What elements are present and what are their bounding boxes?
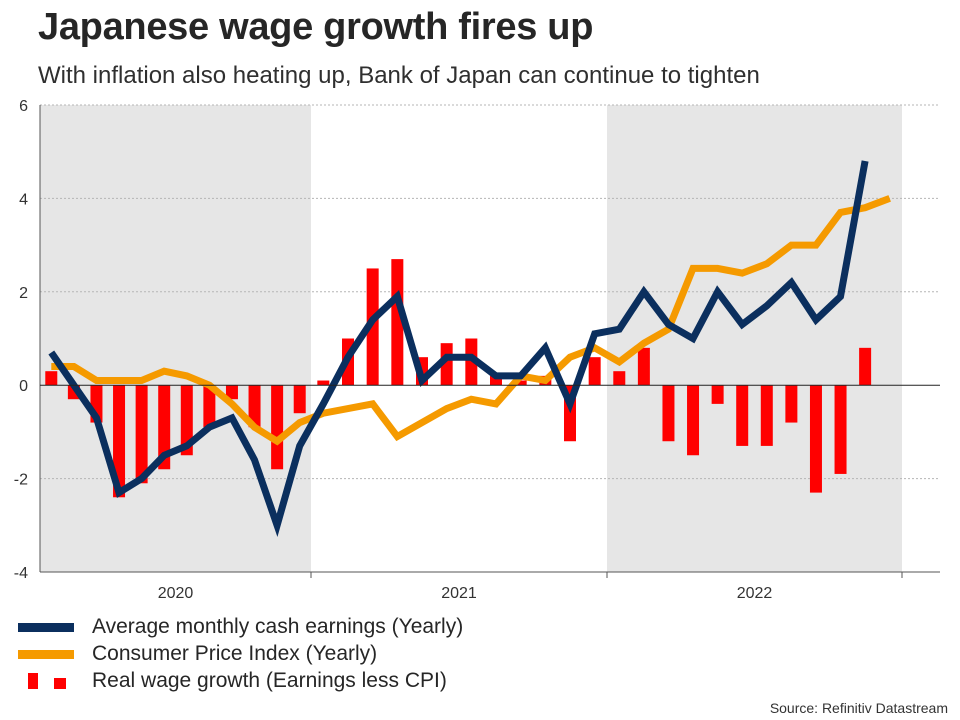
bar-real-wage [366, 268, 379, 386]
bar-real-wage [736, 385, 749, 446]
bar-real-wage [785, 385, 798, 423]
chart-subtitle: With inflation also heating up, Bank of … [38, 62, 760, 89]
series-lines [48, 160, 891, 537]
legend-label-cpi: Consumer Price Index (Yearly) [92, 642, 378, 665]
y-tick-label: 0 [19, 378, 28, 395]
bar-real-wage [809, 385, 822, 493]
real-wage-bars [45, 259, 872, 498]
bar-real-wage [440, 343, 453, 386]
y-tick-label: -2 [14, 472, 28, 489]
legend-item-earnings: Average monthly cash earnings (Yearly) [18, 614, 463, 640]
y-tick-label: 2 [19, 285, 28, 302]
bar-real-wage [271, 385, 284, 470]
bar-real-wage [760, 385, 773, 446]
bar-real-wage [834, 385, 847, 474]
line-earnings [48, 160, 869, 537]
bar-real-wage [687, 385, 700, 456]
bar-real-wage [113, 385, 126, 498]
bar-real-wage [859, 347, 872, 386]
line-cpi [51, 195, 891, 446]
axes: 6 4 2 0 -2 -4 2020 2021 2022 [14, 98, 940, 602]
legend-swatch-earnings [18, 622, 74, 632]
bar-real-wage [135, 385, 148, 484]
source-note: Source: Refinitiv Datastream [769, 700, 948, 716]
x-tick-label-2022: 2022 [737, 585, 773, 602]
legend-item-cpi: Consumer Price Index (Yearly) [18, 641, 377, 667]
bar-real-wage [514, 380, 527, 386]
bar-real-wage [317, 380, 330, 386]
bar-real-wage [203, 385, 216, 428]
bar-real-wage [465, 338, 478, 386]
y-tick-label: 6 [19, 98, 28, 115]
bar-real-wage [490, 375, 502, 386]
x-tick-label-2021: 2021 [441, 585, 477, 602]
bar-real-wage [391, 259, 404, 386]
legend-label-earnings: Average monthly cash earnings (Yearly) [92, 615, 464, 638]
legend-label-real-wage: Real wage growth (Earnings less CPI) [92, 669, 447, 692]
bar-real-wage [613, 371, 626, 386]
bar-real-wage [45, 371, 58, 386]
bar-real-wage [180, 385, 193, 456]
bar-real-wage [588, 357, 601, 386]
y-tick-label: -4 [14, 565, 28, 582]
bar-real-wage [248, 385, 261, 428]
bar-real-wage [225, 385, 238, 400]
bar-real-wage [662, 385, 675, 442]
legend-swatch-cpi [18, 649, 74, 659]
legend-item-real-wage: Real wage growth (Earnings less CPI) [18, 668, 447, 694]
legend-swatch-real-wage [18, 673, 74, 689]
y-tick-label: 4 [19, 191, 28, 208]
bar-real-wage [711, 385, 724, 404]
bar-real-wage [637, 347, 650, 386]
bar-real-wage [293, 385, 306, 414]
bar-real-wage [158, 385, 171, 470]
chart-title: Japanese wage growth fires up [38, 6, 594, 48]
x-tick-label-2020: 2020 [158, 585, 194, 602]
